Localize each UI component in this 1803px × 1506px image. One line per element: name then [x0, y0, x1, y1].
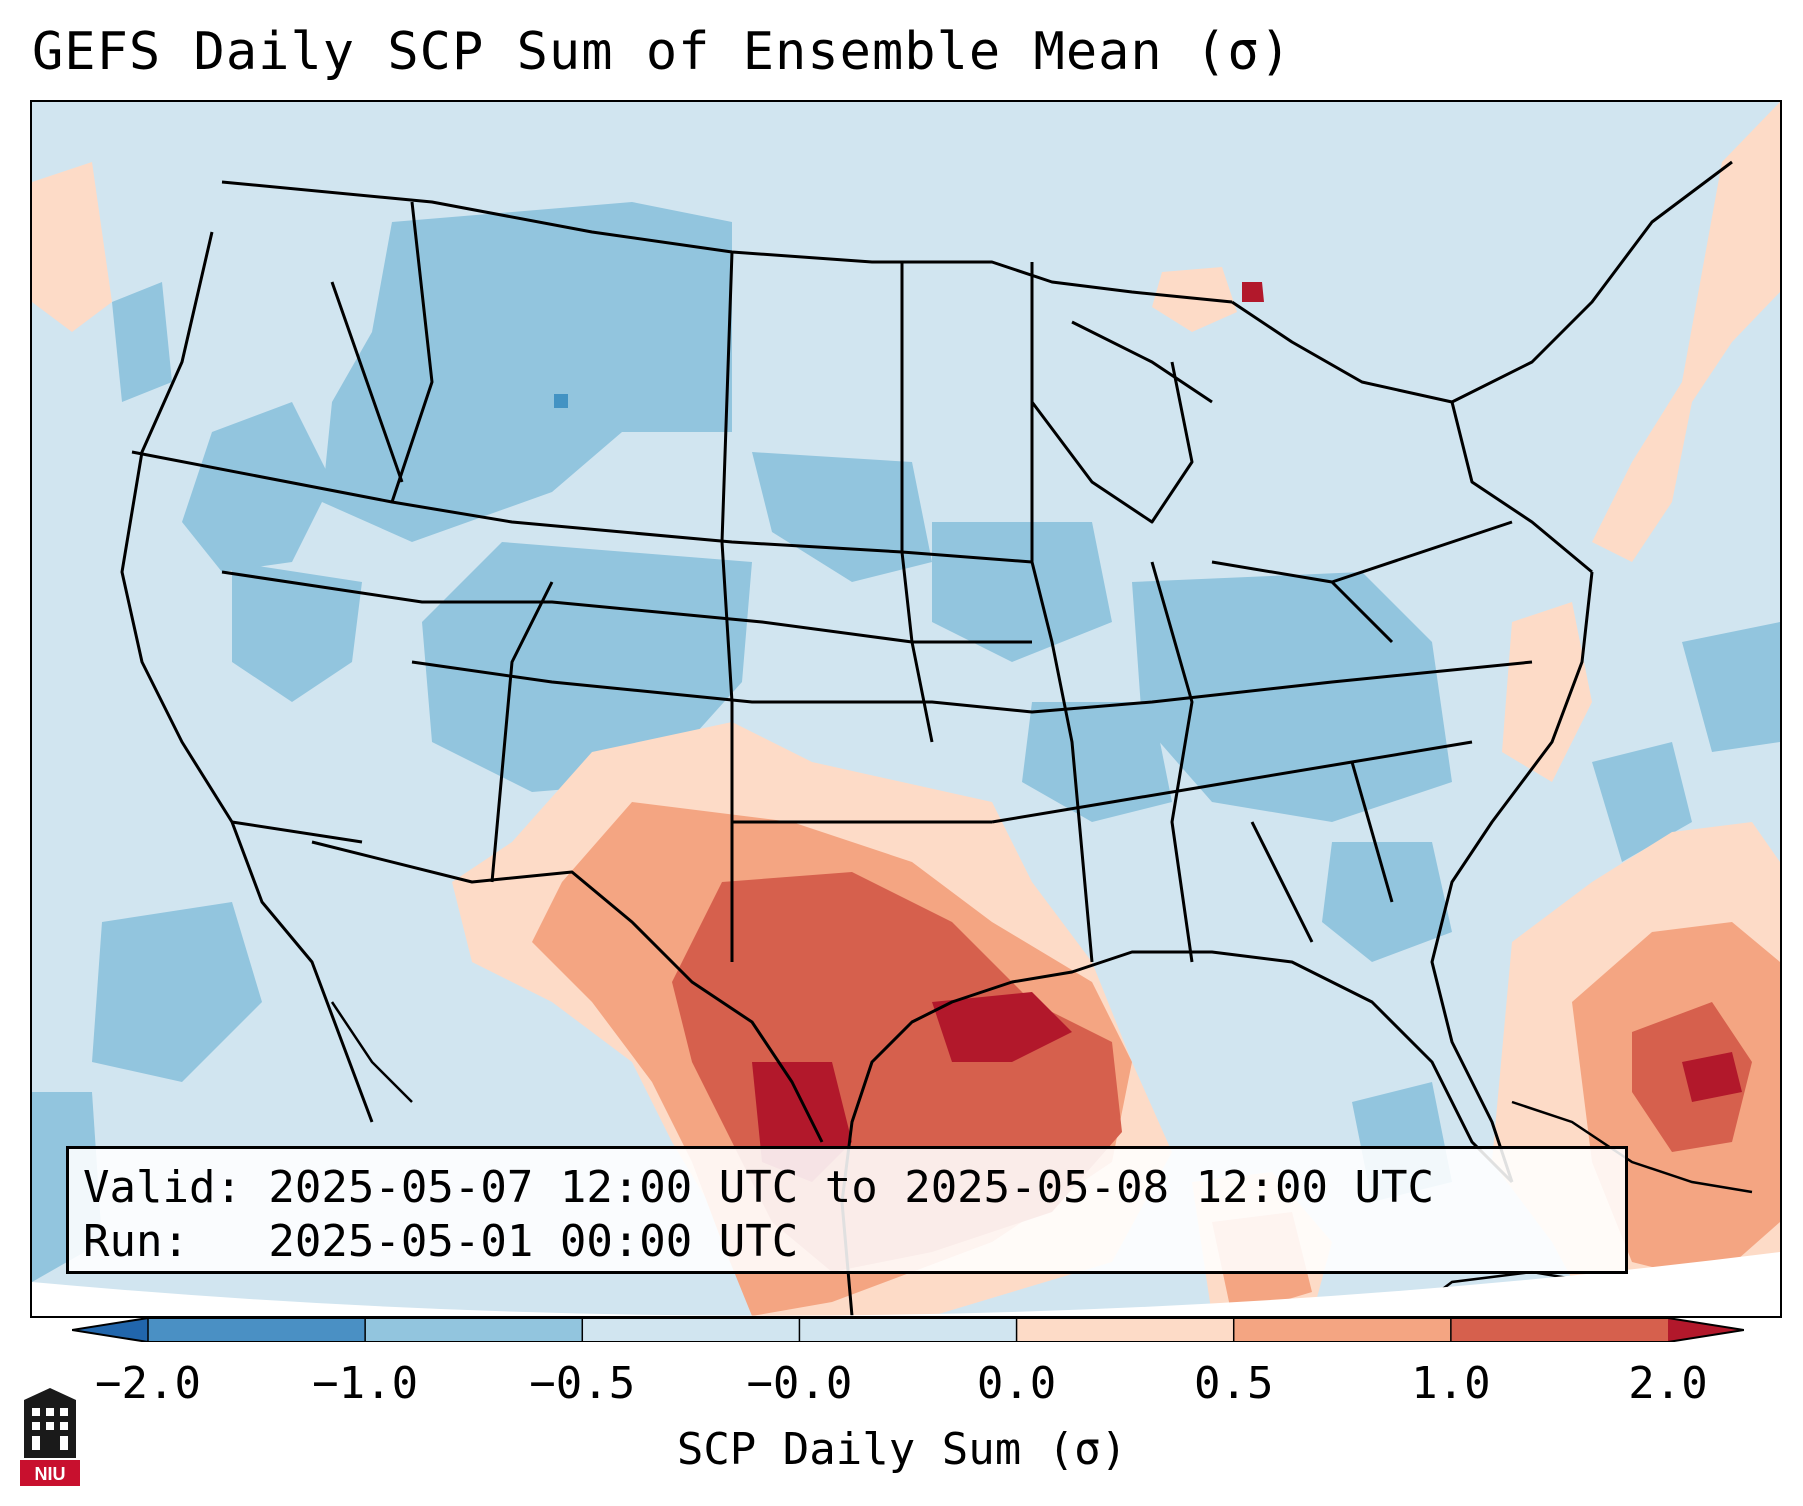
- negative-anomaly-extreme-pixel: [554, 394, 568, 408]
- colorbar-segment: [148, 1318, 366, 1342]
- colorbar-segment: [1450, 1318, 1669, 1342]
- colorbar-label: SCP Daily Sum (σ): [676, 1424, 1128, 1475]
- run-time-text: Run: 2025-05-01 00:00 UTC: [83, 1216, 799, 1267]
- map-panel: [30, 100, 1782, 1318]
- run-info-box: Valid: 2025-05-07 12:00 UTC to 2025-05-0…: [66, 1146, 1628, 1274]
- map-title: GEFS Daily SCP Sum of Ensemble Mean (σ): [32, 22, 1292, 82]
- colorbar-segment: [1233, 1318, 1452, 1342]
- colorbar-tick-label: 1.0: [1411, 1358, 1491, 1409]
- colorbar-tick-label: −1.0: [312, 1358, 419, 1409]
- colorbar-segments: [147, 1318, 1669, 1342]
- colorbar: [72, 1318, 1744, 1342]
- projection-edge: [32, 1252, 1780, 1316]
- colorbar-tick-label: −0.0: [746, 1358, 853, 1409]
- svg-text:NIU: NIU: [35, 1464, 66, 1484]
- colorbar-tick-label: 0.0: [976, 1358, 1057, 1409]
- colorbar-segment: [365, 1318, 583, 1342]
- colorbar-segment: [582, 1318, 800, 1342]
- colorbar-extend-high: [1668, 1318, 1744, 1342]
- colorbar-extend-low: [72, 1318, 148, 1342]
- colorbar-tick-label: 2.0: [1628, 1358, 1708, 1409]
- state-borders: [120, 160, 1733, 1316]
- colorbar-segment: [1016, 1318, 1235, 1342]
- colorbar-tick-label: 0.5: [1193, 1358, 1274, 1409]
- colorbar-tick-label: −0.5: [529, 1358, 636, 1409]
- colorbar-segment: [799, 1318, 1018, 1342]
- valid-time-text: Valid: 2025-05-07 12:00 UTC to 2025-05-0…: [83, 1162, 1435, 1213]
- colorbar-tick-label: −2.0: [95, 1358, 201, 1409]
- niu-logo: NIU: [20, 1388, 80, 1486]
- scp-map: [32, 102, 1780, 1316]
